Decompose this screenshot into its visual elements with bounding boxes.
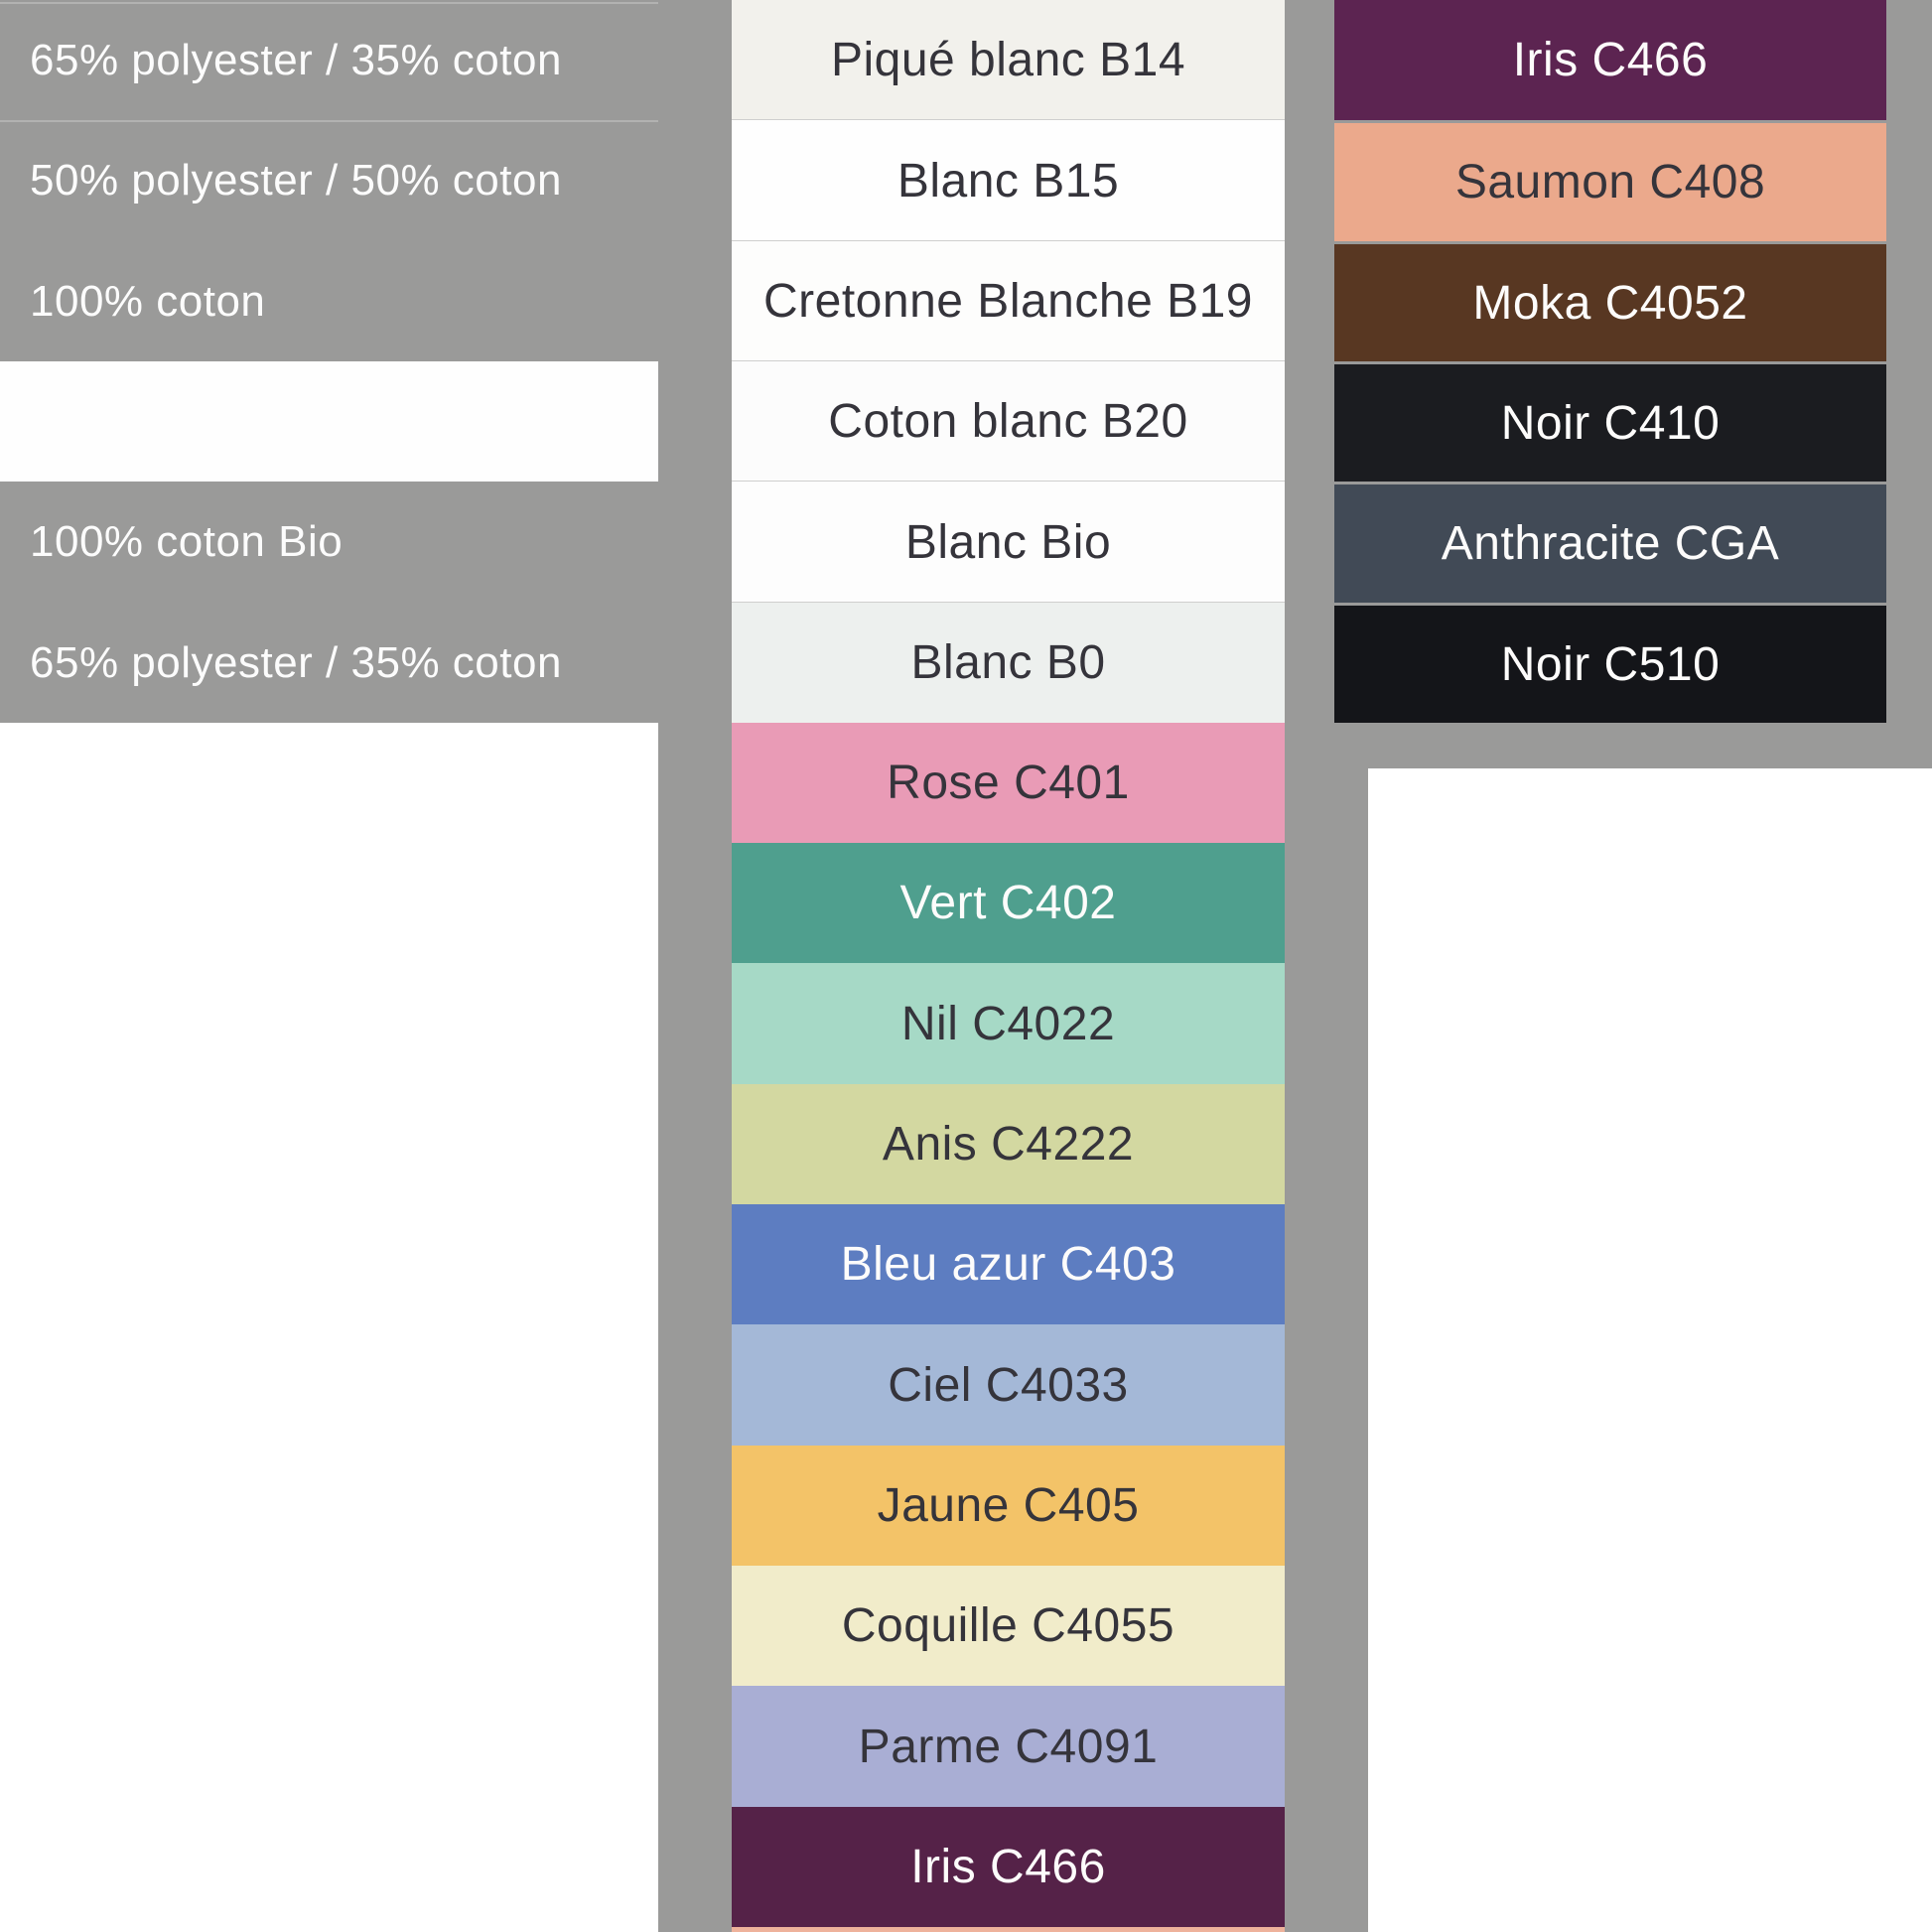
fabric-swatch: Jaune C405: [732, 1446, 1285, 1566]
swatch-label: Anthracite CGA: [1441, 517, 1780, 570]
fabric-swatch: Blanc B0: [732, 603, 1285, 723]
fabric-swatch: Rose C401: [732, 723, 1285, 843]
swatch-label: Saumon C408: [1454, 156, 1766, 208]
composition-label: 65% polyester / 35% coton: [0, 603, 658, 723]
fabric-swatch: Noir C410: [1334, 364, 1886, 482]
swatch-label: Parme C4091: [858, 1720, 1159, 1773]
swatch-label: Iris C466: [910, 1841, 1106, 1893]
composition-text: 65% polyester / 35% coton: [30, 637, 562, 687]
fabric-swatch: Moka C4052: [1334, 244, 1886, 361]
composition-label: 100% coton: [0, 241, 658, 361]
fabric-swatch: Vert C402: [732, 843, 1285, 963]
fabric-swatch: Iris C466: [732, 1807, 1285, 1927]
swatch-label: Coquille C4055: [841, 1599, 1175, 1652]
swatch-label: Jaune C405: [877, 1479, 1140, 1532]
swatch-label: Iris C466: [1512, 34, 1709, 86]
swatch-label: Cretonne Blanche B19: [763, 275, 1253, 328]
fabric-swatch: Saumon C408: [1334, 123, 1886, 241]
fabric-swatch: Blanc Bio: [732, 482, 1285, 603]
swatch-label: Noir C510: [1500, 637, 1721, 691]
fabric-swatch: Cretonne Blanche B19: [732, 241, 1285, 361]
fabric-swatch: Bleu azur C403: [732, 1204, 1285, 1324]
swatch-label: Piqué blanc B14: [830, 34, 1186, 86]
fabric-swatch: Ciel C4033: [732, 1324, 1285, 1446]
swatch-label: Ciel C4033: [888, 1358, 1129, 1412]
swatch-label: Noir C410: [1500, 396, 1721, 450]
composition-text: 65% polyester / 35% coton: [30, 35, 562, 84]
swatch-label: Anis C4222: [882, 1118, 1135, 1171]
composition-cell-blank: [0, 361, 658, 482]
fabric-swatch: Anis C4222: [732, 1084, 1285, 1204]
fabric-swatch: Anthracite CGA: [1334, 484, 1886, 603]
swatch-label: Blanc Bio: [904, 515, 1112, 569]
composition-label: 65% polyester / 35% coton: [0, 0, 658, 120]
fabric-swatch: Nil C4022: [732, 963, 1285, 1084]
left-lower-white-area: [0, 723, 658, 1932]
composition-text: 100% coton Bio: [30, 517, 344, 566]
swatch-label: Rose C401: [887, 757, 1130, 809]
panel-divider-line: [0, 2, 658, 4]
panel-divider-line: [0, 120, 658, 122]
fabric-swatch: Piqué blanc B14: [732, 0, 1285, 120]
swatch-label: Nil C4022: [900, 997, 1116, 1050]
swatch-label: Moka C4052: [1472, 276, 1748, 330]
fabric-swatch: Parme C4091: [732, 1686, 1285, 1807]
fabric-swatch: Noir C510: [1334, 606, 1886, 723]
composition-label: 100% coton Bio: [0, 482, 658, 603]
swatch-label: Vert C402: [899, 877, 1117, 929]
composition-text: 100% coton: [30, 276, 266, 326]
swatch-label: Blanc B15: [897, 154, 1120, 207]
composition-text: 50% polyester / 50% coton: [30, 156, 562, 205]
composition-label: 50% polyester / 50% coton: [0, 120, 658, 241]
swatch-label: Coton blanc B20: [828, 395, 1188, 448]
fabric-swatch: Blanc B15: [732, 120, 1285, 241]
fabric-swatch: Coquille C4055: [732, 1566, 1285, 1686]
swatch-label: Bleu azur C403: [840, 1238, 1176, 1291]
fabric-swatch-partial: [732, 1927, 1285, 1932]
fabric-swatch: Coton blanc B20: [732, 361, 1285, 482]
fabric-swatch: Iris C466: [1334, 0, 1886, 120]
bottom-right-white-area: [1368, 768, 1932, 1932]
swatch-label: Blanc B0: [910, 636, 1106, 689]
